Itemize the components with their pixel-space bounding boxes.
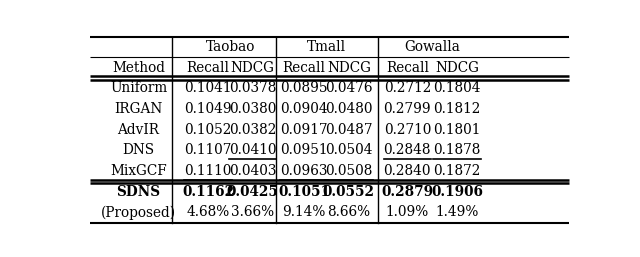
Text: 0.0508: 0.0508 (325, 164, 372, 178)
Text: 0.0487: 0.0487 (325, 123, 372, 137)
Text: DNS: DNS (122, 143, 155, 158)
Text: SDNS: SDNS (116, 185, 161, 199)
Text: Tmall: Tmall (307, 40, 346, 54)
Text: 0.0480: 0.0480 (325, 102, 372, 116)
Text: 9.14%: 9.14% (282, 205, 326, 219)
Text: Method: Method (112, 61, 165, 75)
Text: 0.1906: 0.1906 (431, 185, 483, 199)
Text: NDCG: NDCG (230, 61, 275, 75)
Text: 0.0382: 0.0382 (229, 123, 276, 137)
Text: 0.0403: 0.0403 (229, 164, 276, 178)
Text: NDCG: NDCG (327, 61, 371, 75)
Text: 0.0410: 0.0410 (229, 143, 276, 158)
Text: 0.0504: 0.0504 (325, 143, 372, 158)
Text: 0.0552: 0.0552 (323, 185, 375, 199)
Text: Recall: Recall (386, 61, 429, 75)
Text: 1.09%: 1.09% (386, 205, 429, 219)
Text: 0.1049: 0.1049 (184, 102, 232, 116)
Text: Recall: Recall (186, 61, 230, 75)
Text: AdvIR: AdvIR (118, 123, 159, 137)
Text: 0.2712: 0.2712 (383, 81, 431, 95)
Text: 0.1878: 0.1878 (433, 143, 481, 158)
Text: 0.2840: 0.2840 (383, 164, 431, 178)
Text: 0.2879: 0.2879 (381, 185, 433, 199)
Text: 0.0895: 0.0895 (280, 81, 328, 95)
Text: Taobao: Taobao (205, 40, 255, 54)
Text: 0.2848: 0.2848 (383, 143, 431, 158)
Text: NDCG: NDCG (435, 61, 479, 75)
Text: 0.1812: 0.1812 (433, 102, 481, 116)
Text: 0.0378: 0.0378 (229, 81, 276, 95)
Text: 1.49%: 1.49% (435, 205, 479, 219)
Text: Gowalla: Gowalla (404, 40, 460, 54)
Text: 0.0425: 0.0425 (227, 185, 278, 199)
Text: Recall: Recall (283, 61, 326, 75)
Text: 0.2710: 0.2710 (383, 123, 431, 137)
Text: 0.0951: 0.0951 (280, 143, 328, 158)
Text: 0.1051: 0.1051 (278, 185, 330, 199)
Text: 0.1801: 0.1801 (433, 123, 481, 137)
Text: 0.1110: 0.1110 (184, 164, 232, 178)
Text: 0.1052: 0.1052 (184, 123, 232, 137)
Text: 3.66%: 3.66% (231, 205, 274, 219)
Text: MixGCF: MixGCF (110, 164, 167, 178)
Text: (Proposed): (Proposed) (101, 205, 176, 220)
Text: 0.0917: 0.0917 (280, 123, 328, 137)
Text: 0.0380: 0.0380 (229, 102, 276, 116)
Text: 8.66%: 8.66% (327, 205, 371, 219)
Text: 0.2799: 0.2799 (383, 102, 431, 116)
Text: 0.1041: 0.1041 (184, 81, 232, 95)
Text: 0.1872: 0.1872 (433, 164, 481, 178)
Text: 0.1107: 0.1107 (184, 143, 232, 158)
Text: 0.0904: 0.0904 (280, 102, 328, 116)
Text: Uniform: Uniform (110, 81, 167, 95)
Text: 0.1804: 0.1804 (433, 81, 481, 95)
Text: 4.68%: 4.68% (186, 205, 230, 219)
Text: IRGAN: IRGAN (115, 102, 163, 116)
Text: 0.0963: 0.0963 (280, 164, 328, 178)
Text: 0.1162: 0.1162 (182, 185, 234, 199)
Text: 0.0476: 0.0476 (325, 81, 372, 95)
